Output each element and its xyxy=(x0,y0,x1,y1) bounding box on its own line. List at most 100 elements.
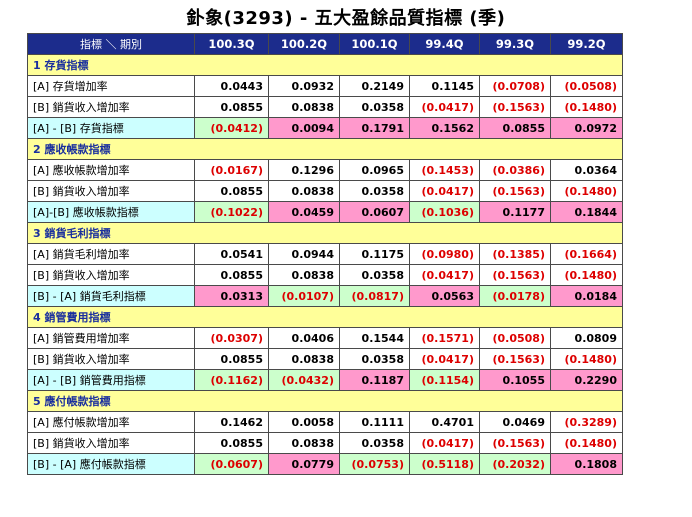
data-row: [A] 應收帳款增加率 (0.0167) 0.1296 0.0965 (0.1453)(… xyxy=(27,159,623,181)
value-cell: 0.0838 xyxy=(268,348,340,370)
value-cell: (0.0107) xyxy=(268,285,340,307)
value-cell: 0.0809 xyxy=(550,327,623,349)
value-cell: 0.0855 xyxy=(479,117,551,139)
value-cell: 0.0855 xyxy=(194,348,269,370)
section-row: 1 存貨指標 xyxy=(27,54,623,76)
indicator-row: [B] - [A] 應付帳款指標 (0.0607) 0.0779 (0.0753) (0… xyxy=(27,453,623,475)
value-cell: (0.1480) xyxy=(550,432,623,454)
section-row: 4 銷管費用指標 xyxy=(27,306,623,328)
value-cell: (0.0417) xyxy=(409,180,480,202)
value-cell: 0.1177 xyxy=(479,201,551,223)
row-label: [B] 銷貨收入增加率 xyxy=(27,348,195,370)
section-row: 5 應付帳款指標 xyxy=(27,390,623,412)
row-label: [A] 應收帳款增加率 xyxy=(27,159,195,181)
value-cell: 0.0838 xyxy=(268,264,340,286)
value-cell: 0.0459 xyxy=(268,201,340,223)
section-title: 2 應收帳款指標 xyxy=(27,138,623,160)
value-cell: (0.0607) xyxy=(194,453,269,475)
value-cell: (0.1022) xyxy=(194,201,269,223)
table-body: 1 存貨指標 [A] 存貨增加率 0.0443 0.0932 0.2149 0.1145(… xyxy=(27,54,623,475)
value-cell: (0.0386) xyxy=(479,159,551,181)
section-title: 5 應付帳款指標 xyxy=(27,390,623,412)
value-cell: (0.1480) xyxy=(550,264,623,286)
row-label: [B] 銷貨收入增加率 xyxy=(27,180,195,202)
value-cell: 0.0358 xyxy=(339,264,410,286)
value-cell: (0.0508) xyxy=(479,327,551,349)
row-label: [A] 應付帳款增加率 xyxy=(27,411,195,433)
value-cell: 0.1808 xyxy=(550,453,623,475)
data-row: [A] 應付帳款增加率 0.1462 0.0058 0.1111 0.4701 0.046… xyxy=(27,411,623,433)
value-cell: 0.0563 xyxy=(409,285,480,307)
value-cell: (0.1162) xyxy=(194,369,269,391)
value-cell: 0.0443 xyxy=(194,75,269,97)
value-cell: 0.0838 xyxy=(268,180,340,202)
value-cell: (0.1563) xyxy=(479,432,551,454)
value-cell: 0.0838 xyxy=(268,432,340,454)
header-period: 99.3Q xyxy=(479,33,551,55)
value-cell: 0.0932 xyxy=(268,75,340,97)
value-cell: 0.4701 xyxy=(409,411,480,433)
row-label: [A] 銷貨毛利增加率 xyxy=(27,243,195,265)
value-cell: (0.0432) xyxy=(268,369,340,391)
value-cell: 0.0358 xyxy=(339,348,410,370)
header-period: 100.1Q xyxy=(339,33,410,55)
section-title: 3 銷貨毛利指標 xyxy=(27,222,623,244)
value-cell: 0.0779 xyxy=(268,453,340,475)
data-row: [B] 銷貨收入增加率 0.0855 0.0838 0.0358 (0.0417) (0.… xyxy=(27,96,623,118)
value-cell: 0.1562 xyxy=(409,117,480,139)
value-cell: (0.1480) xyxy=(550,180,623,202)
value-cell: 0.1175 xyxy=(339,243,410,265)
value-cell: 0.0855 xyxy=(194,264,269,286)
value-cell: (0.0980) xyxy=(409,243,480,265)
value-cell: 0.0313 xyxy=(194,285,269,307)
row-label: [B] 銷貨收入增加率 xyxy=(27,96,195,118)
value-cell: (0.0412) xyxy=(194,117,269,139)
data-row: [B] 銷貨收入增加率 0.0855 0.0838 0.0358 (0.0417) (0.… xyxy=(27,348,623,370)
row-label: [B] 銷貨收入增加率 xyxy=(27,432,195,454)
data-row: [A] 銷貨毛利增加率 0.0541 0.0944 0.1175 (0.0980) (0.… xyxy=(27,243,623,265)
value-cell: 0.0972 xyxy=(550,117,623,139)
header-period: 100.3Q xyxy=(194,33,269,55)
value-cell: 0.1055 xyxy=(479,369,551,391)
value-cell: 0.0855 xyxy=(194,96,269,118)
header-period: 100.2Q xyxy=(268,33,340,55)
value-cell: (0.0167) xyxy=(194,159,269,181)
section-title: 4 銷管費用指標 xyxy=(27,306,623,328)
data-row: [B] 銷貨收入增加率 0.0855 0.0838 0.0358 (0.0417) (0.… xyxy=(27,180,623,202)
value-cell: (0.0307) xyxy=(194,327,269,349)
value-cell: 0.0184 xyxy=(550,285,623,307)
section-row: 2 應收帳款指標 xyxy=(27,138,623,160)
value-cell: (0.3289) xyxy=(550,411,623,433)
row-label: [B] 銷貨收入增加率 xyxy=(27,264,195,286)
value-cell: 0.1145 xyxy=(409,75,480,97)
value-cell: 0.0855 xyxy=(194,180,269,202)
section-row: 3 銷貨毛利指標 xyxy=(27,222,623,244)
value-cell: (0.0178) xyxy=(479,285,551,307)
row-label: [A] 銷管費用增加率 xyxy=(27,327,195,349)
value-cell: (0.1385) xyxy=(479,243,551,265)
row-label: [A]-[B] 應收帳款指標 xyxy=(27,201,195,223)
value-cell: (0.1563) xyxy=(479,264,551,286)
value-cell: (0.0508) xyxy=(550,75,623,97)
value-cell: 0.1544 xyxy=(339,327,410,349)
value-cell: 0.1844 xyxy=(550,201,623,223)
value-cell: (0.5118) xyxy=(409,453,480,475)
value-cell: (0.1154) xyxy=(409,369,480,391)
value-cell: (0.2032) xyxy=(479,453,551,475)
value-cell: (0.1563) xyxy=(479,348,551,370)
row-label: [A] - [B] 銷管費用指標 xyxy=(27,369,195,391)
value-cell: (0.1664) xyxy=(550,243,623,265)
value-cell: 0.2149 xyxy=(339,75,410,97)
value-cell: (0.1480) xyxy=(550,348,623,370)
value-cell: 0.1187 xyxy=(339,369,410,391)
value-cell: (0.0417) xyxy=(409,96,480,118)
value-cell: (0.0817) xyxy=(339,285,410,307)
value-cell: 0.0358 xyxy=(339,180,410,202)
value-cell: 0.0094 xyxy=(268,117,340,139)
value-cell: 0.0965 xyxy=(339,159,410,181)
row-label: [A] 存貨增加率 xyxy=(27,75,195,97)
value-cell: 0.1791 xyxy=(339,117,410,139)
value-cell: 0.0058 xyxy=(268,411,340,433)
row-label: [B] - [A] 銷貨毛利指標 xyxy=(27,285,195,307)
value-cell: (0.0417) xyxy=(409,432,480,454)
